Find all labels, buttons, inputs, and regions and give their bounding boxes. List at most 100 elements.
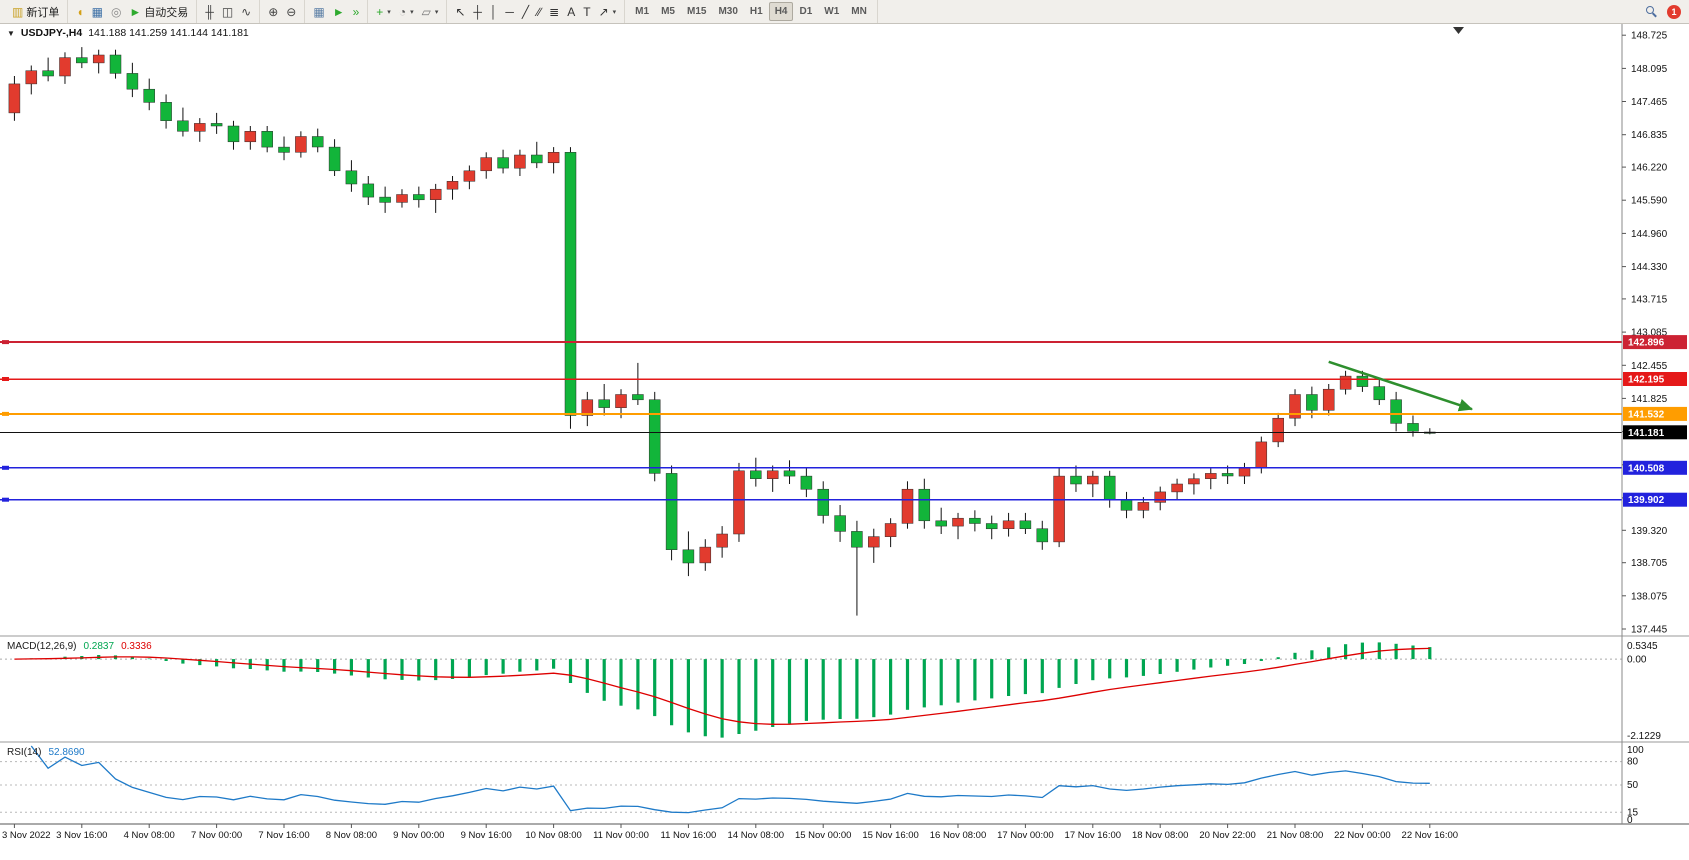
new-order-icon: ▥ bbox=[12, 4, 24, 19]
svg-text:142.896: 142.896 bbox=[1628, 338, 1665, 349]
svg-text:139.902: 139.902 bbox=[1628, 495, 1665, 506]
r si-pane-label: RSI(14) 52.8690 bbox=[7, 747, 85, 758]
svg-text:147.465: 147.465 bbox=[1631, 97, 1668, 108]
fibonacci-icon: ≣ bbox=[549, 4, 560, 19]
indicators-icon[interactable]: + ▾ bbox=[372, 2, 395, 21]
line-chart-icon[interactable]: ∿ bbox=[237, 2, 255, 21]
macd-signal-value: 0.3336 bbox=[121, 641, 152, 652]
svg-text:138.075: 138.075 bbox=[1631, 591, 1668, 602]
bar-chart-icon: ╫ bbox=[205, 4, 214, 19]
periods-icon: ◔ bbox=[398, 4, 407, 19]
symbol-dropdown-icon[interactable]: ▼ bbox=[7, 28, 15, 38]
tf-m15[interactable]: M15 bbox=[681, 2, 712, 21]
svg-text:7 Nov 16:00: 7 Nov 16:00 bbox=[258, 830, 309, 841]
svg-text:9 Nov 00:00: 9 Nov 00:00 bbox=[393, 830, 444, 841]
macd-title: MACD(12,26,9) bbox=[7, 641, 77, 652]
notification-badge[interactable]: 1 bbox=[1667, 4, 1681, 19]
chevron-down-icon: ▾ bbox=[387, 8, 391, 16]
tf-m15-label: M15 bbox=[686, 6, 707, 17]
svg-text:80: 80 bbox=[1627, 757, 1639, 768]
chevron-down-icon: ▾ bbox=[612, 8, 617, 16]
channel-icon[interactable]: ∕∕ bbox=[533, 2, 545, 21]
new-order-button-label: 新订单 bbox=[26, 6, 60, 19]
toolbar-right: 1 bbox=[1642, 2, 1685, 21]
vertical-line-icon: │ bbox=[489, 4, 498, 19]
tf-h1[interactable]: H1 bbox=[744, 2, 769, 21]
periods-icon[interactable]: ◔ ▾ bbox=[395, 2, 418, 21]
svg-text:8 Nov 08:00: 8 Nov 08:00 bbox=[326, 830, 377, 841]
svg-text:21 Nov 08:00: 21 Nov 08:00 bbox=[1267, 830, 1324, 841]
cursor-icon: ↖ bbox=[455, 4, 466, 19]
arrows-icon[interactable]: ↗ ▾ bbox=[595, 2, 621, 21]
svg-text:16 Nov 08:00: 16 Nov 08:00 bbox=[930, 830, 987, 841]
svg-text:140.508: 140.508 bbox=[1628, 463, 1665, 474]
search-icon bbox=[1646, 5, 1658, 18]
svg-text:50: 50 bbox=[1627, 780, 1639, 791]
rsi-pane-separator[interactable] bbox=[0, 739, 1689, 745]
tf-d1-label: D1 bbox=[799, 6, 813, 17]
svg-text:141.825: 141.825 bbox=[1631, 394, 1668, 405]
svg-text:142.195: 142.195 bbox=[1628, 375, 1665, 386]
chart-canvas[interactable]: 148.725 148.095 147.465 146.835 146.220 145.5… bbox=[0, 24, 1689, 860]
news-icon[interactable]: ◖ bbox=[72, 2, 87, 21]
svg-text:18 Nov 08:00: 18 Nov 08:00 bbox=[1132, 830, 1189, 841]
trendline-icon[interactable]: ╱ bbox=[518, 2, 533, 21]
tf-m30-label: M30 bbox=[718, 6, 738, 17]
toolbar: ▥ 新订单 ◖ ▦ ◎ ► 自动交易 ╫ ◫ ∿ ⊕ ⊖ ▦ ►» + ▾ ◔ ▾ ▱ ▾ ↖ ┼ │ ─ ╱ ∕∕ ≣ A T ↗ ▾ M1… bbox=[0, 0, 1689, 24]
templates-icon: ▱ bbox=[421, 4, 431, 19]
templates-icon[interactable]: ▱ ▾ bbox=[418, 2, 443, 21]
svg-text:15 Nov 16:00: 15 Nov 16:00 bbox=[862, 830, 919, 841]
chevron-down-icon: ▾ bbox=[434, 8, 439, 16]
horizontal-line-icon[interactable]: ─ bbox=[501, 2, 518, 21]
crosshair-icon[interactable]: ┼ bbox=[469, 2, 486, 21]
mql-community-icon[interactable]: ◎ bbox=[107, 2, 125, 21]
vertical-line-icon[interactable]: │ bbox=[486, 2, 502, 21]
svg-text:144.960: 144.960 bbox=[1631, 229, 1668, 240]
tf-m30[interactable]: M30 bbox=[712, 2, 743, 21]
chart-shift-icon[interactable]: » bbox=[349, 2, 364, 21]
zoom-out-icon[interactable]: ⊖ bbox=[282, 2, 300, 21]
auto-trading-icon: ► bbox=[129, 4, 142, 19]
text-icon[interactable]: A bbox=[563, 2, 579, 21]
macd-pane-separator[interactable] bbox=[0, 633, 1689, 639]
terminal-icon[interactable]: ▦ bbox=[88, 2, 107, 21]
macd-pane-label: MACD(12,26,9) 0.2837 0.3336 bbox=[7, 641, 152, 652]
rsi-title: RSI(14) bbox=[7, 747, 42, 758]
tf-h1-label: H1 bbox=[749, 6, 763, 17]
zoom-in-icon[interactable]: ⊕ bbox=[264, 2, 282, 21]
symbol-period-label: USDJPY-,H4 bbox=[20, 27, 83, 39]
tf-d1[interactable]: D1 bbox=[793, 2, 818, 21]
svg-text:3 Nov 16:00: 3 Nov 16:00 bbox=[56, 830, 107, 841]
candlestick-chart-icon: ◫ bbox=[221, 4, 234, 19]
indicators-icon: + bbox=[376, 4, 384, 19]
auto-scroll-icon: ► bbox=[332, 4, 345, 19]
chart-header: ▼ USDJPY-,H4 141.188 141.259 141.144 141… bbox=[7, 27, 249, 39]
tile-windows-icon[interactable]: ▦ bbox=[309, 2, 328, 21]
new-order-button[interactable]: ▥ 新订单 bbox=[8, 2, 63, 21]
svg-text:142.455: 142.455 bbox=[1631, 361, 1668, 372]
svg-text:3 Nov 2022: 3 Nov 2022 bbox=[2, 830, 51, 841]
label-icon[interactable]: T bbox=[579, 2, 594, 21]
auto-trading-button[interactable]: ► 自动交易 bbox=[125, 2, 192, 21]
svg-text:100: 100 bbox=[1627, 745, 1644, 756]
svg-text:11 Nov 00:00: 11 Nov 00:00 bbox=[593, 830, 649, 841]
tf-m1[interactable]: M1 bbox=[629, 2, 655, 21]
cursor-icon[interactable]: ↖ bbox=[451, 2, 469, 21]
auto-scroll-icon[interactable]: ► bbox=[329, 2, 349, 21]
chart-region: 148.725 148.095 147.465 146.835 146.220 145.5… bbox=[0, 24, 1689, 860]
tf-m5[interactable]: M5 bbox=[655, 2, 681, 21]
auto-trading-button-label: 自动交易 bbox=[144, 6, 189, 19]
tf-w1-label: W1 bbox=[824, 6, 840, 17]
zoom-in-icon: ⊕ bbox=[268, 4, 279, 19]
news-icon: ◖ bbox=[76, 4, 84, 19]
svg-text:139.320: 139.320 bbox=[1631, 526, 1668, 537]
svg-text:144.330: 144.330 bbox=[1631, 262, 1668, 273]
tf-mn[interactable]: MN bbox=[845, 2, 873, 21]
search-button[interactable] bbox=[1642, 2, 1662, 21]
candlestick-chart-icon[interactable]: ◫ bbox=[218, 2, 237, 21]
tf-w1[interactable]: W1 bbox=[818, 2, 845, 21]
fibonacci-icon[interactable]: ≣ bbox=[545, 2, 563, 21]
svg-text:141.181: 141.181 bbox=[1628, 428, 1665, 439]
tf-h4[interactable]: H4 bbox=[768, 2, 794, 21]
bar-chart-icon[interactable]: ╫ bbox=[201, 2, 218, 21]
